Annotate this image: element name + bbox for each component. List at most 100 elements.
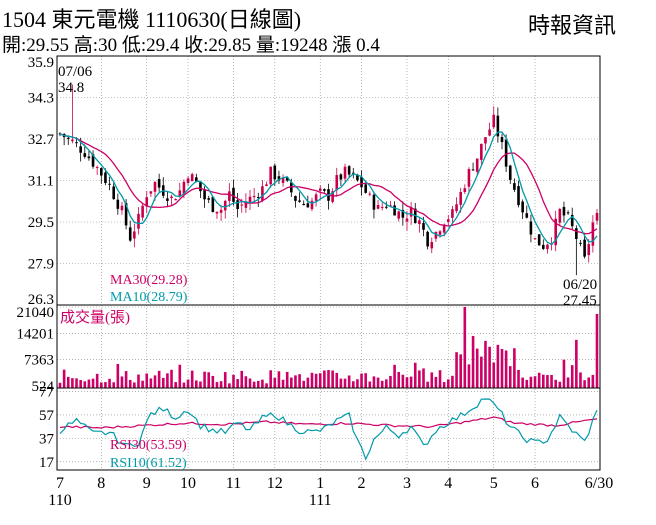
volume-bar xyxy=(521,377,524,388)
candle-body xyxy=(95,166,99,168)
x-tick-label: 4 xyxy=(444,475,452,492)
price-tick-label: 32.7 xyxy=(28,132,55,148)
x-tick-label: 12 xyxy=(267,475,283,492)
volume-bar xyxy=(182,382,186,388)
volume-bar xyxy=(207,372,211,388)
candle-body xyxy=(389,205,392,207)
volume-bar xyxy=(475,348,479,388)
candle-body xyxy=(195,177,198,182)
candle-body xyxy=(83,153,87,157)
candle-body xyxy=(393,205,396,216)
volume-bar xyxy=(149,378,153,388)
x-tick-label: 5 xyxy=(490,475,498,492)
candle-body xyxy=(71,139,74,142)
candle-body xyxy=(500,137,504,143)
candle-body xyxy=(446,219,450,222)
volume-bar xyxy=(347,375,351,388)
volume-bar xyxy=(298,374,301,388)
candle-body xyxy=(409,207,413,217)
volume-label: 量: xyxy=(255,35,281,56)
volume-bar xyxy=(364,373,367,388)
source-label: 時報資訊 xyxy=(527,13,616,38)
candle-body xyxy=(285,176,289,181)
price-tick-label: 26.3 xyxy=(28,292,54,308)
candle-body xyxy=(546,244,549,250)
volume-bar xyxy=(409,376,413,388)
candle-body xyxy=(153,181,157,192)
volume-bar xyxy=(252,381,256,388)
candle-body xyxy=(455,204,458,212)
volume-bar xyxy=(550,374,553,388)
volume-bar xyxy=(310,372,314,388)
candle-body xyxy=(128,227,132,241)
volume-bar xyxy=(484,340,487,388)
volume-bar xyxy=(116,363,120,388)
candle-body xyxy=(219,209,223,213)
candle-body xyxy=(521,201,524,213)
volume-bar xyxy=(232,374,235,388)
volume-bar xyxy=(570,365,574,388)
rsi-tick-label: 57 xyxy=(39,408,55,424)
volume-tick-label: 14201 xyxy=(17,326,55,342)
candle-body xyxy=(256,197,260,199)
volume-bar xyxy=(422,368,425,388)
volume-bar xyxy=(223,372,227,388)
close-value: 29.85 xyxy=(208,35,252,56)
volume-bar xyxy=(236,379,239,388)
candle-body xyxy=(525,213,529,218)
volume-bar xyxy=(215,382,219,388)
volume-tick-label: 524 xyxy=(32,379,55,395)
volume-bar xyxy=(261,379,264,388)
volume-bar xyxy=(517,369,520,388)
candle-body xyxy=(463,188,467,193)
candle-body xyxy=(203,189,206,200)
stock-name: 東元電機 xyxy=(51,7,140,32)
candle-body xyxy=(290,182,293,193)
volume-bar xyxy=(174,382,177,388)
volume-bar xyxy=(91,378,95,388)
rsi10-line xyxy=(59,398,598,461)
volume-bar xyxy=(558,381,562,388)
rsi-tick-label: 37 xyxy=(39,431,55,447)
volume-bar xyxy=(331,370,334,388)
volume-bar xyxy=(203,371,206,388)
candle-body xyxy=(380,206,384,208)
candle-body xyxy=(112,186,115,200)
price-axis-ticks: 35.9 34.3 32.7 31.1 29.5 27.9 26.3 xyxy=(28,55,55,308)
volume-bar xyxy=(281,379,285,388)
candle-body xyxy=(570,214,574,227)
volume-bar xyxy=(83,381,87,388)
candle-body xyxy=(228,191,231,201)
candle-body xyxy=(558,208,562,223)
candle-body xyxy=(211,196,215,212)
volume-bar xyxy=(256,380,260,388)
volume-bar xyxy=(343,378,347,388)
candle-body xyxy=(252,196,256,198)
candle-body xyxy=(438,231,442,235)
volume-bar xyxy=(566,377,570,388)
ma30-legend: MA30(29.28) xyxy=(110,273,188,288)
candle-body xyxy=(240,204,244,206)
volume-bar xyxy=(537,372,541,388)
candle-body xyxy=(434,232,438,239)
x-year-label: 111 xyxy=(309,492,332,509)
volume-bar xyxy=(302,380,306,388)
candle-body xyxy=(376,204,380,209)
candle-body xyxy=(426,231,429,247)
rsi-axis-ticks: 77 57 37 17 xyxy=(39,385,55,471)
price-tick-label: 27.9 xyxy=(28,257,54,273)
candle-body xyxy=(199,182,202,192)
candle-body xyxy=(587,244,591,256)
open-value: 29.55 xyxy=(26,35,70,56)
candle-body xyxy=(492,114,496,128)
candle-body xyxy=(480,143,483,160)
volume-bar xyxy=(195,380,198,388)
volume-bar xyxy=(190,370,194,388)
volume-bar xyxy=(186,379,190,388)
candle-body xyxy=(141,205,144,218)
volume-bar xyxy=(124,371,128,388)
volume-bar xyxy=(397,371,401,388)
x-year-label: 110 xyxy=(48,492,71,509)
